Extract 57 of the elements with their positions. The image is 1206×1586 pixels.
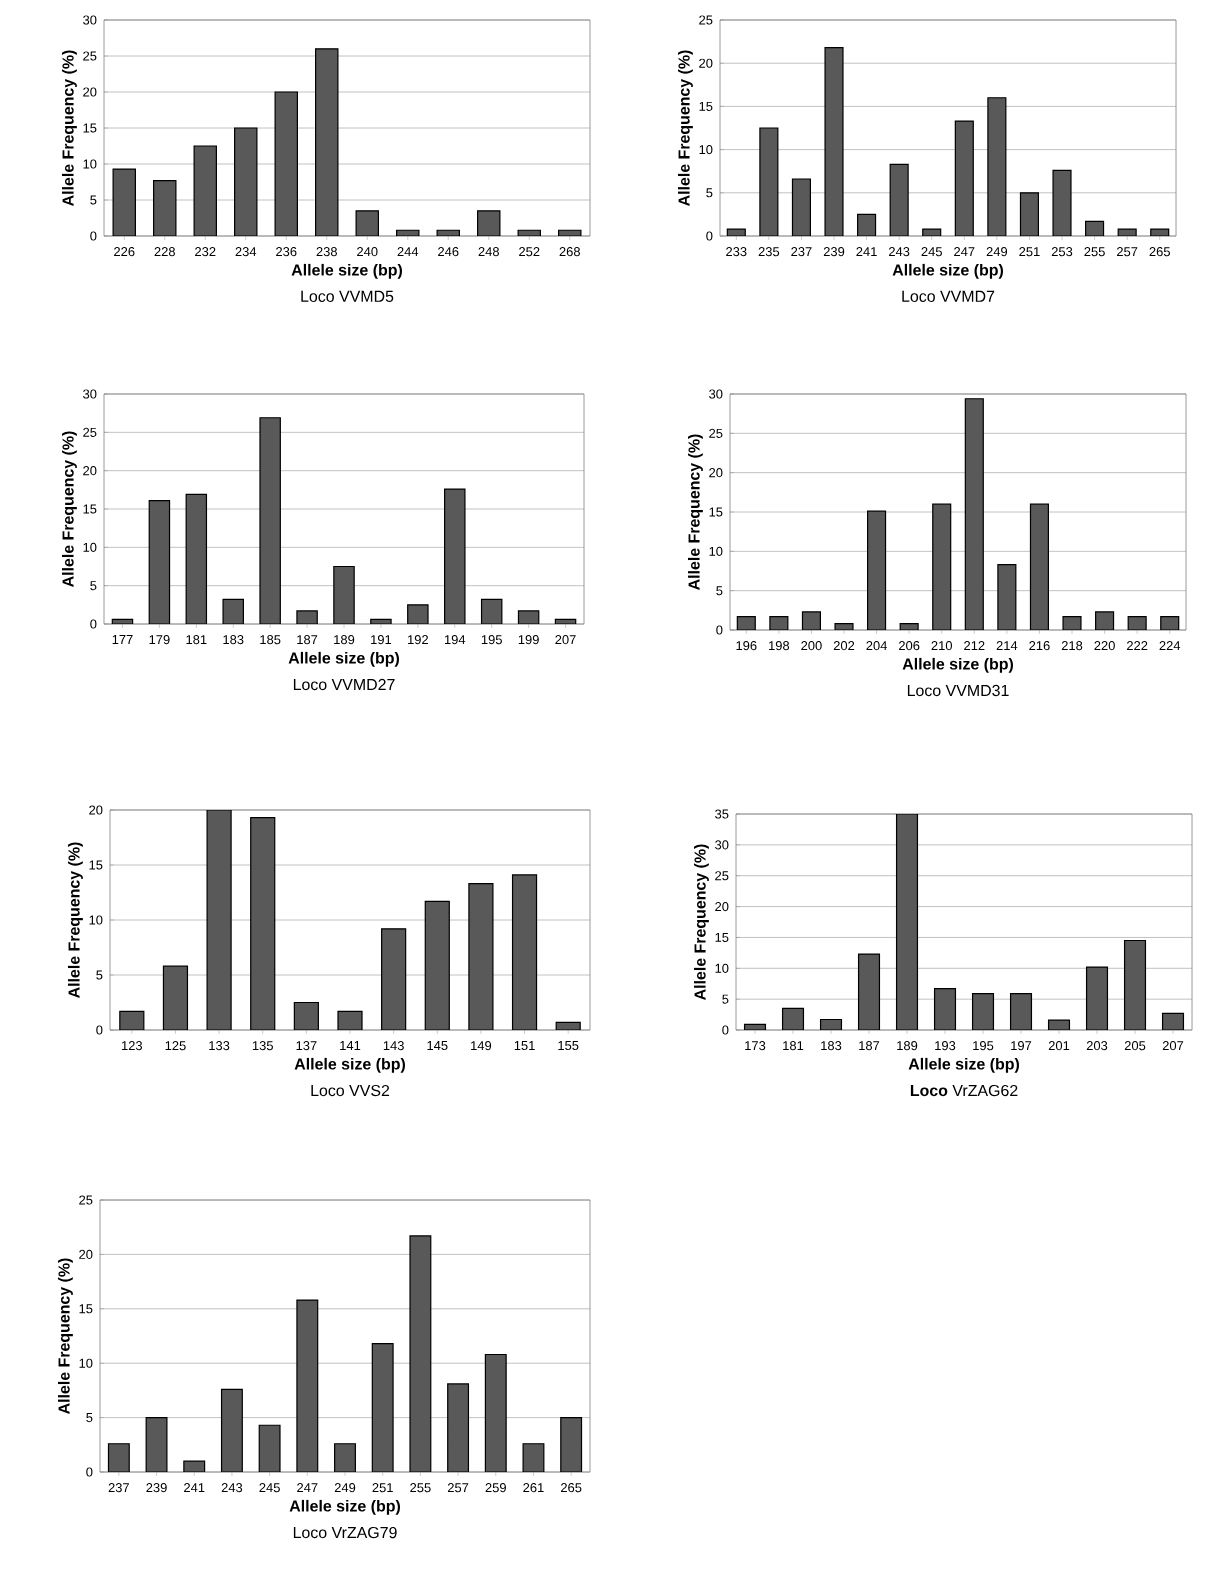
bar bbox=[1095, 611, 1115, 631]
bar bbox=[1062, 616, 1082, 631]
bar bbox=[791, 178, 811, 236]
bar bbox=[1160, 616, 1180, 631]
bar bbox=[477, 210, 500, 236]
bar bbox=[1009, 993, 1033, 1031]
bar bbox=[1123, 939, 1147, 1031]
bar bbox=[206, 810, 232, 1031]
bar bbox=[834, 623, 854, 631]
bar bbox=[424, 900, 450, 1031]
bar bbox=[769, 616, 789, 631]
bar bbox=[107, 1443, 130, 1473]
bar bbox=[409, 1235, 432, 1473]
bar bbox=[801, 611, 821, 631]
bar bbox=[333, 565, 355, 625]
bar bbox=[468, 883, 494, 1031]
bar bbox=[954, 120, 974, 236]
bar bbox=[148, 499, 171, 625]
bar bbox=[964, 398, 984, 631]
bar bbox=[185, 493, 208, 625]
bar bbox=[736, 616, 756, 631]
bar bbox=[899, 623, 919, 631]
bar bbox=[315, 48, 339, 236]
bar bbox=[259, 417, 281, 625]
bar bbox=[193, 145, 217, 236]
bar bbox=[234, 127, 258, 236]
bar bbox=[555, 1021, 581, 1031]
bar bbox=[274, 91, 298, 236]
bar bbox=[153, 179, 177, 236]
bar bbox=[447, 1383, 470, 1473]
bar bbox=[250, 817, 276, 1031]
bar bbox=[932, 503, 952, 631]
bar bbox=[933, 988, 957, 1031]
bar bbox=[857, 953, 881, 1031]
bar bbox=[334, 1443, 356, 1473]
bar bbox=[511, 874, 538, 1031]
bar bbox=[162, 965, 189, 1031]
bar bbox=[220, 1388, 243, 1473]
bar bbox=[1019, 192, 1039, 236]
bar bbox=[444, 488, 466, 625]
bar bbox=[337, 1010, 363, 1031]
bar bbox=[895, 814, 919, 1031]
bar bbox=[1127, 616, 1147, 631]
bar bbox=[867, 510, 887, 631]
bar bbox=[356, 210, 379, 236]
bar bbox=[371, 1343, 394, 1473]
bar bbox=[381, 928, 407, 1031]
bar bbox=[119, 1010, 145, 1031]
bar bbox=[1085, 966, 1109, 1031]
bar bbox=[1029, 503, 1049, 631]
bar bbox=[293, 1001, 319, 1031]
bar bbox=[971, 993, 995, 1031]
bar bbox=[296, 1299, 319, 1473]
bar bbox=[484, 1353, 507, 1473]
bar bbox=[997, 564, 1017, 631]
bar bbox=[112, 168, 136, 236]
bar bbox=[560, 1417, 583, 1473]
